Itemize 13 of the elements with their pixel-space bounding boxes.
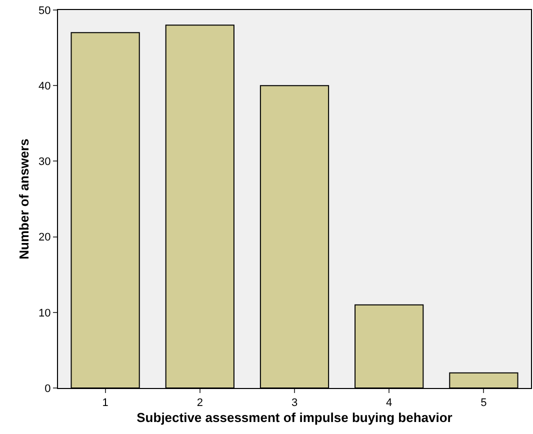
x-tick-label: 2 [196, 397, 203, 410]
y-tick-label: 40 [38, 80, 51, 92]
y-tick-label: 30 [38, 156, 51, 168]
x-tick-label: 5 [480, 397, 487, 410]
x-tick-label: 1 [102, 397, 108, 410]
y-axis-title: Number of answers [16, 138, 32, 260]
y-tick-label: 0 [44, 382, 51, 395]
x-tick-label: 3 [291, 397, 298, 410]
x-axis-title: Subjective assessment of impulse buying behavior [136, 410, 452, 425]
y-tick-label: 10 [38, 307, 51, 320]
x-tick-label: 4 [386, 397, 392, 410]
y-tick-label: 50 [38, 4, 51, 17]
y-tick-label: 20 [38, 232, 51, 244]
